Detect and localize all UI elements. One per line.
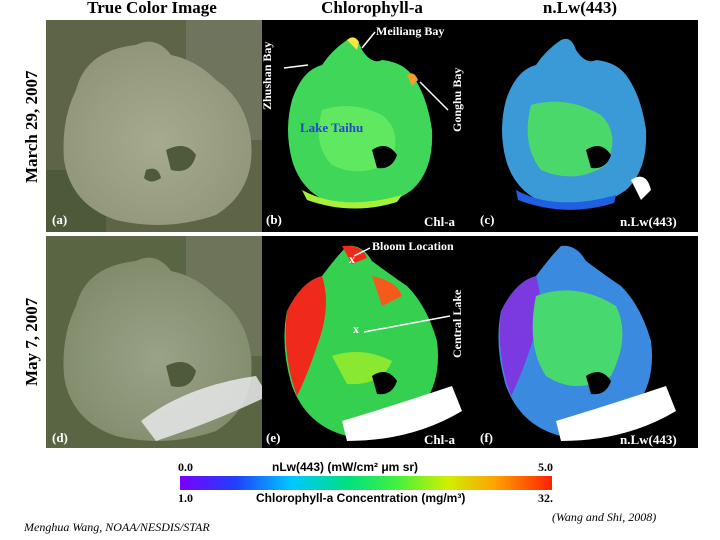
colorbar-top-label: nLw(443) (mW/cm² μm sr) <box>272 460 419 474</box>
colorbar-top-max: 5.0 <box>538 460 553 474</box>
column-title-nlw443: n.Lw(443) <box>542 0 618 17</box>
column-title-true-color: True Color Image <box>87 0 217 17</box>
panel-product-c: n.Lw(443) <box>620 214 677 229</box>
panel-d-true-color-may <box>46 236 268 448</box>
panel-label-b: (b) <box>266 212 282 227</box>
colorbar-top-min: 0.0 <box>178 460 193 474</box>
panel-label-c: (c) <box>480 212 495 227</box>
panel-e-chlorophyll-may <box>262 236 484 448</box>
panel-label-e: (e) <box>266 430 281 445</box>
row-title-may: May 7, 2007 <box>22 297 41 387</box>
panel-label-d: (d) <box>52 430 68 445</box>
footer-citation: (Wang and Shi, 2008) <box>552 510 657 524</box>
annotation-arrows-e <box>353 247 451 333</box>
panel-product-b: Chl-a <box>424 214 456 229</box>
annotation-lake-taihu: Lake Taihu <box>300 120 364 135</box>
panel-a-true-color-march <box>46 20 268 232</box>
annotation-central-marker: x <box>353 322 359 336</box>
panel-label-f: (f) <box>480 430 493 445</box>
annotation-arrows-b <box>283 31 449 111</box>
colorbar-bottom-label: Chlorophyll-a Concentration (mg/m³) <box>256 491 466 505</box>
colorbar-bottom-max: 32. <box>538 491 553 505</box>
row-title-march: March 29, 2007 <box>22 70 41 184</box>
annotation-bloom-location: Bloom Location <box>372 239 454 253</box>
panel-product-f: n.Lw(443) <box>620 432 677 447</box>
annotation-bloom-marker: x <box>349 252 355 266</box>
colorbar-gradient <box>180 476 552 490</box>
annotation-meiliang-bay: Meiliang Bay <box>376 24 445 38</box>
colorbar-bottom-min: 1.0 <box>178 491 193 505</box>
column-title-chlorophyll: Chlorophyll-a <box>321 0 423 17</box>
footer-author: Menghua Wang, NOAA/NESDIS/STAR <box>24 520 210 534</box>
panel-product-e: Chl-a <box>424 432 456 447</box>
panel-c-nlw443-march <box>476 20 698 232</box>
panel-f-nlw443-may <box>476 236 698 448</box>
panel-label-a: (a) <box>52 212 68 227</box>
panel-b-chlorophyll-march <box>262 20 484 232</box>
